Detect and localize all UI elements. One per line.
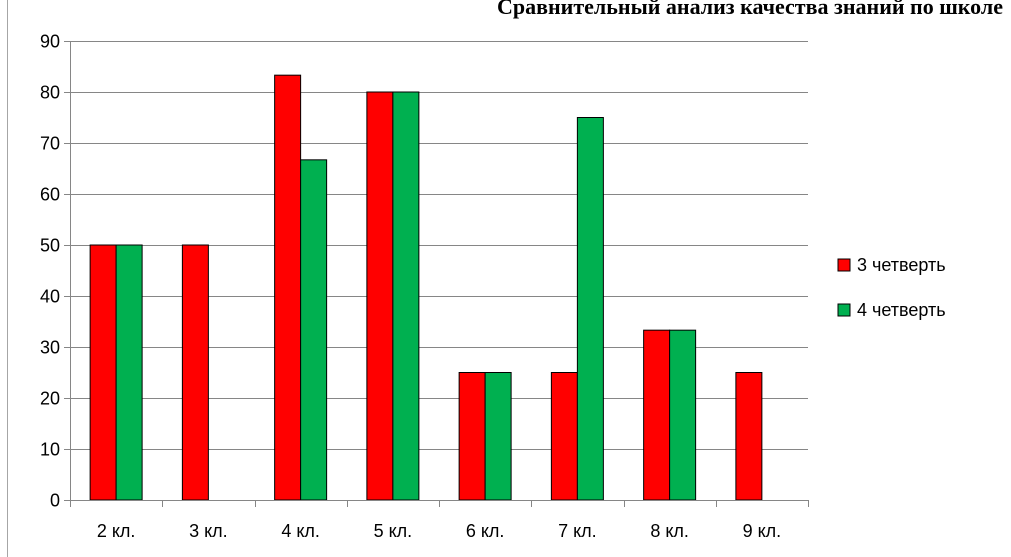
y-tick-label: 0: [50, 491, 60, 511]
y-tick-label: 90: [40, 32, 60, 52]
x-tick-label: 3 кл.: [189, 521, 228, 541]
bar-1-3: [274, 74, 302, 501]
bar-2-4: [392, 91, 420, 501]
bar-2-3: [300, 159, 328, 501]
bar-1-6: [550, 372, 578, 501]
x-tick-label: 4 кл.: [281, 521, 320, 541]
y-tick-label: 50: [40, 236, 60, 256]
legend-label-2: 4 четверть: [857, 300, 946, 320]
x-tick-label: 6 кл.: [466, 521, 505, 541]
bar-1-4: [366, 91, 394, 501]
y-tick-label: 80: [40, 83, 60, 103]
bar-2-7: [669, 329, 697, 501]
y-tick-label: 40: [40, 287, 60, 307]
bar-2-6: [576, 117, 604, 501]
x-tick-label: 2 кл.: [97, 521, 136, 541]
bar-2-5: [484, 372, 512, 501]
bar-2-1: [115, 244, 143, 501]
x-tick-label: 7 кл.: [558, 521, 597, 541]
x-tick-label: 5 кл.: [374, 521, 413, 541]
bar-1-5: [458, 372, 486, 501]
x-tick-label: 8 кл.: [650, 521, 689, 541]
legend-label-1: 3 четверть: [857, 255, 946, 275]
y-tick-label: 60: [40, 185, 60, 205]
x-tick-label: 9 кл.: [743, 521, 782, 541]
bar-1-7: [643, 329, 671, 501]
legend-swatch-2: [837, 303, 851, 317]
chart-title: Сравнительный анализ качества знаний по …: [497, 0, 1003, 19]
bar-1-1: [89, 244, 117, 501]
legend-swatch-1: [837, 258, 851, 272]
y-tick-label: 10: [40, 440, 60, 460]
y-tick-label: 20: [40, 389, 60, 409]
y-tick-label: 30: [40, 338, 60, 358]
bar-1-8: [735, 372, 763, 501]
bar-1-2: [181, 244, 209, 501]
y-tick-label: 70: [40, 134, 60, 154]
